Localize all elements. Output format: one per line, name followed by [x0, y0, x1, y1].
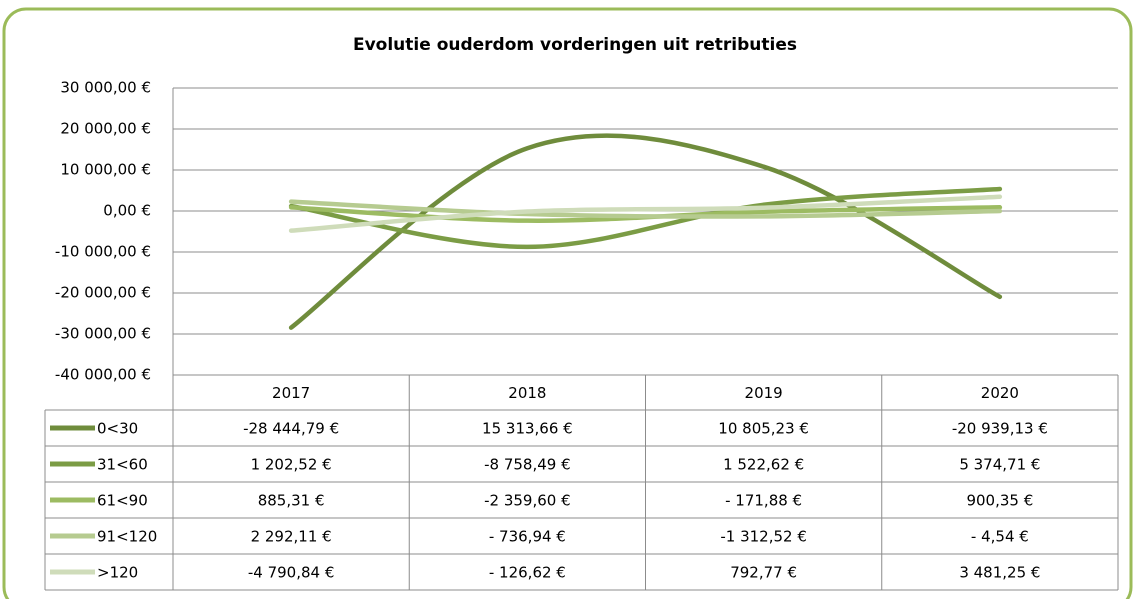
y-tick-label: -40 000,00 €	[55, 366, 151, 384]
table-value: -28 444,79 €	[243, 420, 339, 438]
series-line	[288, 186, 1003, 250]
y-tick-label: -30 000,00 €	[55, 325, 151, 343]
table-value: -2 359,60 €	[484, 492, 571, 510]
chart-frame	[2, 7, 1133, 599]
table-value: 900,35 €	[966, 492, 1033, 510]
legend-label: 0<30	[97, 420, 138, 438]
table-value: -8 758,49 €	[484, 456, 571, 474]
y-tick-label: 30 000,00 €	[60, 79, 151, 97]
table-value: 792,77 €	[730, 564, 797, 582]
series-line	[288, 199, 1003, 219]
x-tick-label: 2020	[981, 384, 1019, 402]
legend-label: 61<90	[97, 492, 148, 510]
chart-title: Evolutie ouderdom vorderingen uit retrib…	[353, 35, 797, 55]
table-value: 3 481,25 €	[959, 564, 1040, 582]
x-tick-label: 2018	[508, 384, 546, 402]
table-value: -20 939,13 €	[952, 420, 1048, 438]
y-tick-label: 10 000,00 €	[60, 161, 151, 179]
legend-label: >120	[97, 564, 138, 582]
y-tick-label: -10 000,00 €	[55, 243, 151, 261]
table-value: 885,31 €	[258, 492, 325, 510]
table-value: 5 374,71 €	[959, 456, 1040, 474]
y-tick-label: 0,00 €	[103, 202, 151, 220]
table-value: 2 292,11 €	[251, 528, 332, 546]
x-tick-label: 2017	[272, 384, 310, 402]
table-value: 15 313,66 €	[482, 420, 573, 438]
table-value: - 4,54 €	[971, 528, 1029, 546]
table-value: -4 790,84 €	[248, 564, 335, 582]
table-value: -1 312,52 €	[720, 528, 807, 546]
table-value: 10 805,23 €	[718, 420, 809, 438]
table-value: 1 522,62 €	[723, 456, 804, 474]
series-line	[288, 194, 1003, 233]
legend-label: 91<120	[97, 528, 157, 546]
table-value: 1 202,52 €	[251, 456, 332, 474]
y-tick-label: 20 000,00 €	[60, 120, 151, 138]
table-value: - 736,94 €	[489, 528, 566, 546]
table-value: - 171,88 €	[725, 492, 802, 510]
x-tick-label: 2019	[745, 384, 783, 402]
table-value: - 126,62 €	[489, 564, 566, 582]
series-line	[288, 133, 1003, 330]
y-tick-label: -20 000,00 €	[55, 284, 151, 302]
legend-label: 31<60	[97, 456, 148, 474]
